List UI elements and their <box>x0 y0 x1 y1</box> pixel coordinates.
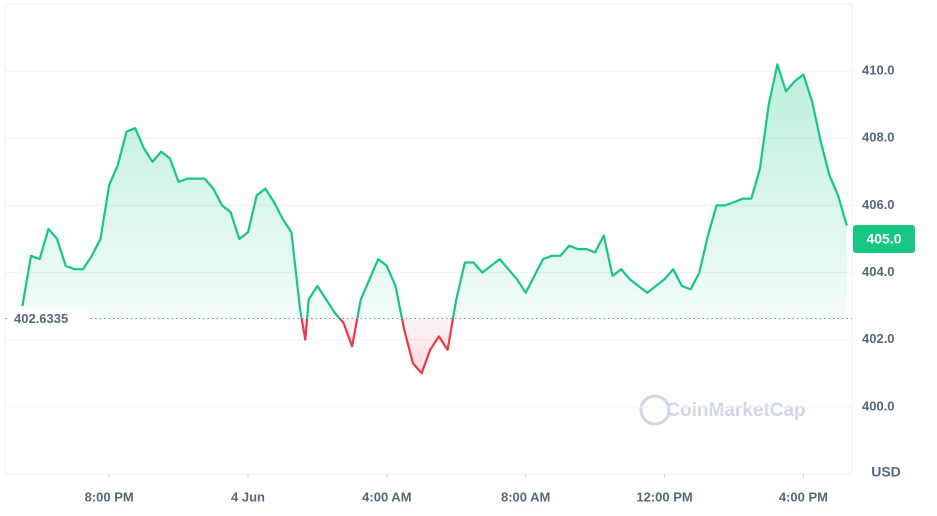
x-tick-label: 4:00 AM <box>362 489 411 504</box>
baseline-label: 402.6335 <box>14 311 68 326</box>
area <box>22 64 847 374</box>
y-tick-label: 400.0 <box>862 398 895 413</box>
x-tick-label: 12:00 PM <box>636 489 692 504</box>
x-tick-label: 8:00 PM <box>85 489 134 504</box>
y-tick-label: 406.0 <box>862 197 895 212</box>
x-tick-label: 8:00 AM <box>501 489 550 504</box>
current-price-badge <box>853 225 915 253</box>
y-tick-label: 408.0 <box>862 130 895 145</box>
plot-frame <box>4 3 853 475</box>
currency-label: USD <box>871 464 901 480</box>
y-tick-label: 404.0 <box>862 264 895 279</box>
watermark: CoinMarketCap <box>666 400 805 421</box>
baseline-label-bg <box>8 308 88 329</box>
x-tick-label: 4:00 PM <box>779 489 828 504</box>
watermark-logo <box>639 394 671 426</box>
current-price-label: 405.0 <box>866 231 901 247</box>
x-tick-label: 4 Jun <box>231 489 265 504</box>
line <box>21 63 848 375</box>
y-tick-label: 410.0 <box>862 63 895 78</box>
y-tick-label: 402.0 <box>862 331 895 346</box>
